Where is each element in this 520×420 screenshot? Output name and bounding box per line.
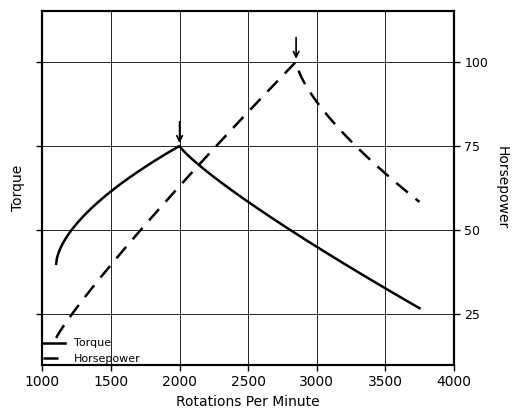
Y-axis label: Torque: Torque (11, 165, 25, 211)
Legend: Torque, Horsepower: Torque, Horsepower (38, 334, 145, 368)
Y-axis label: Horsepower: Horsepower (495, 147, 509, 230)
X-axis label: Rotations Per Minute: Rotations Per Minute (176, 395, 320, 409)
